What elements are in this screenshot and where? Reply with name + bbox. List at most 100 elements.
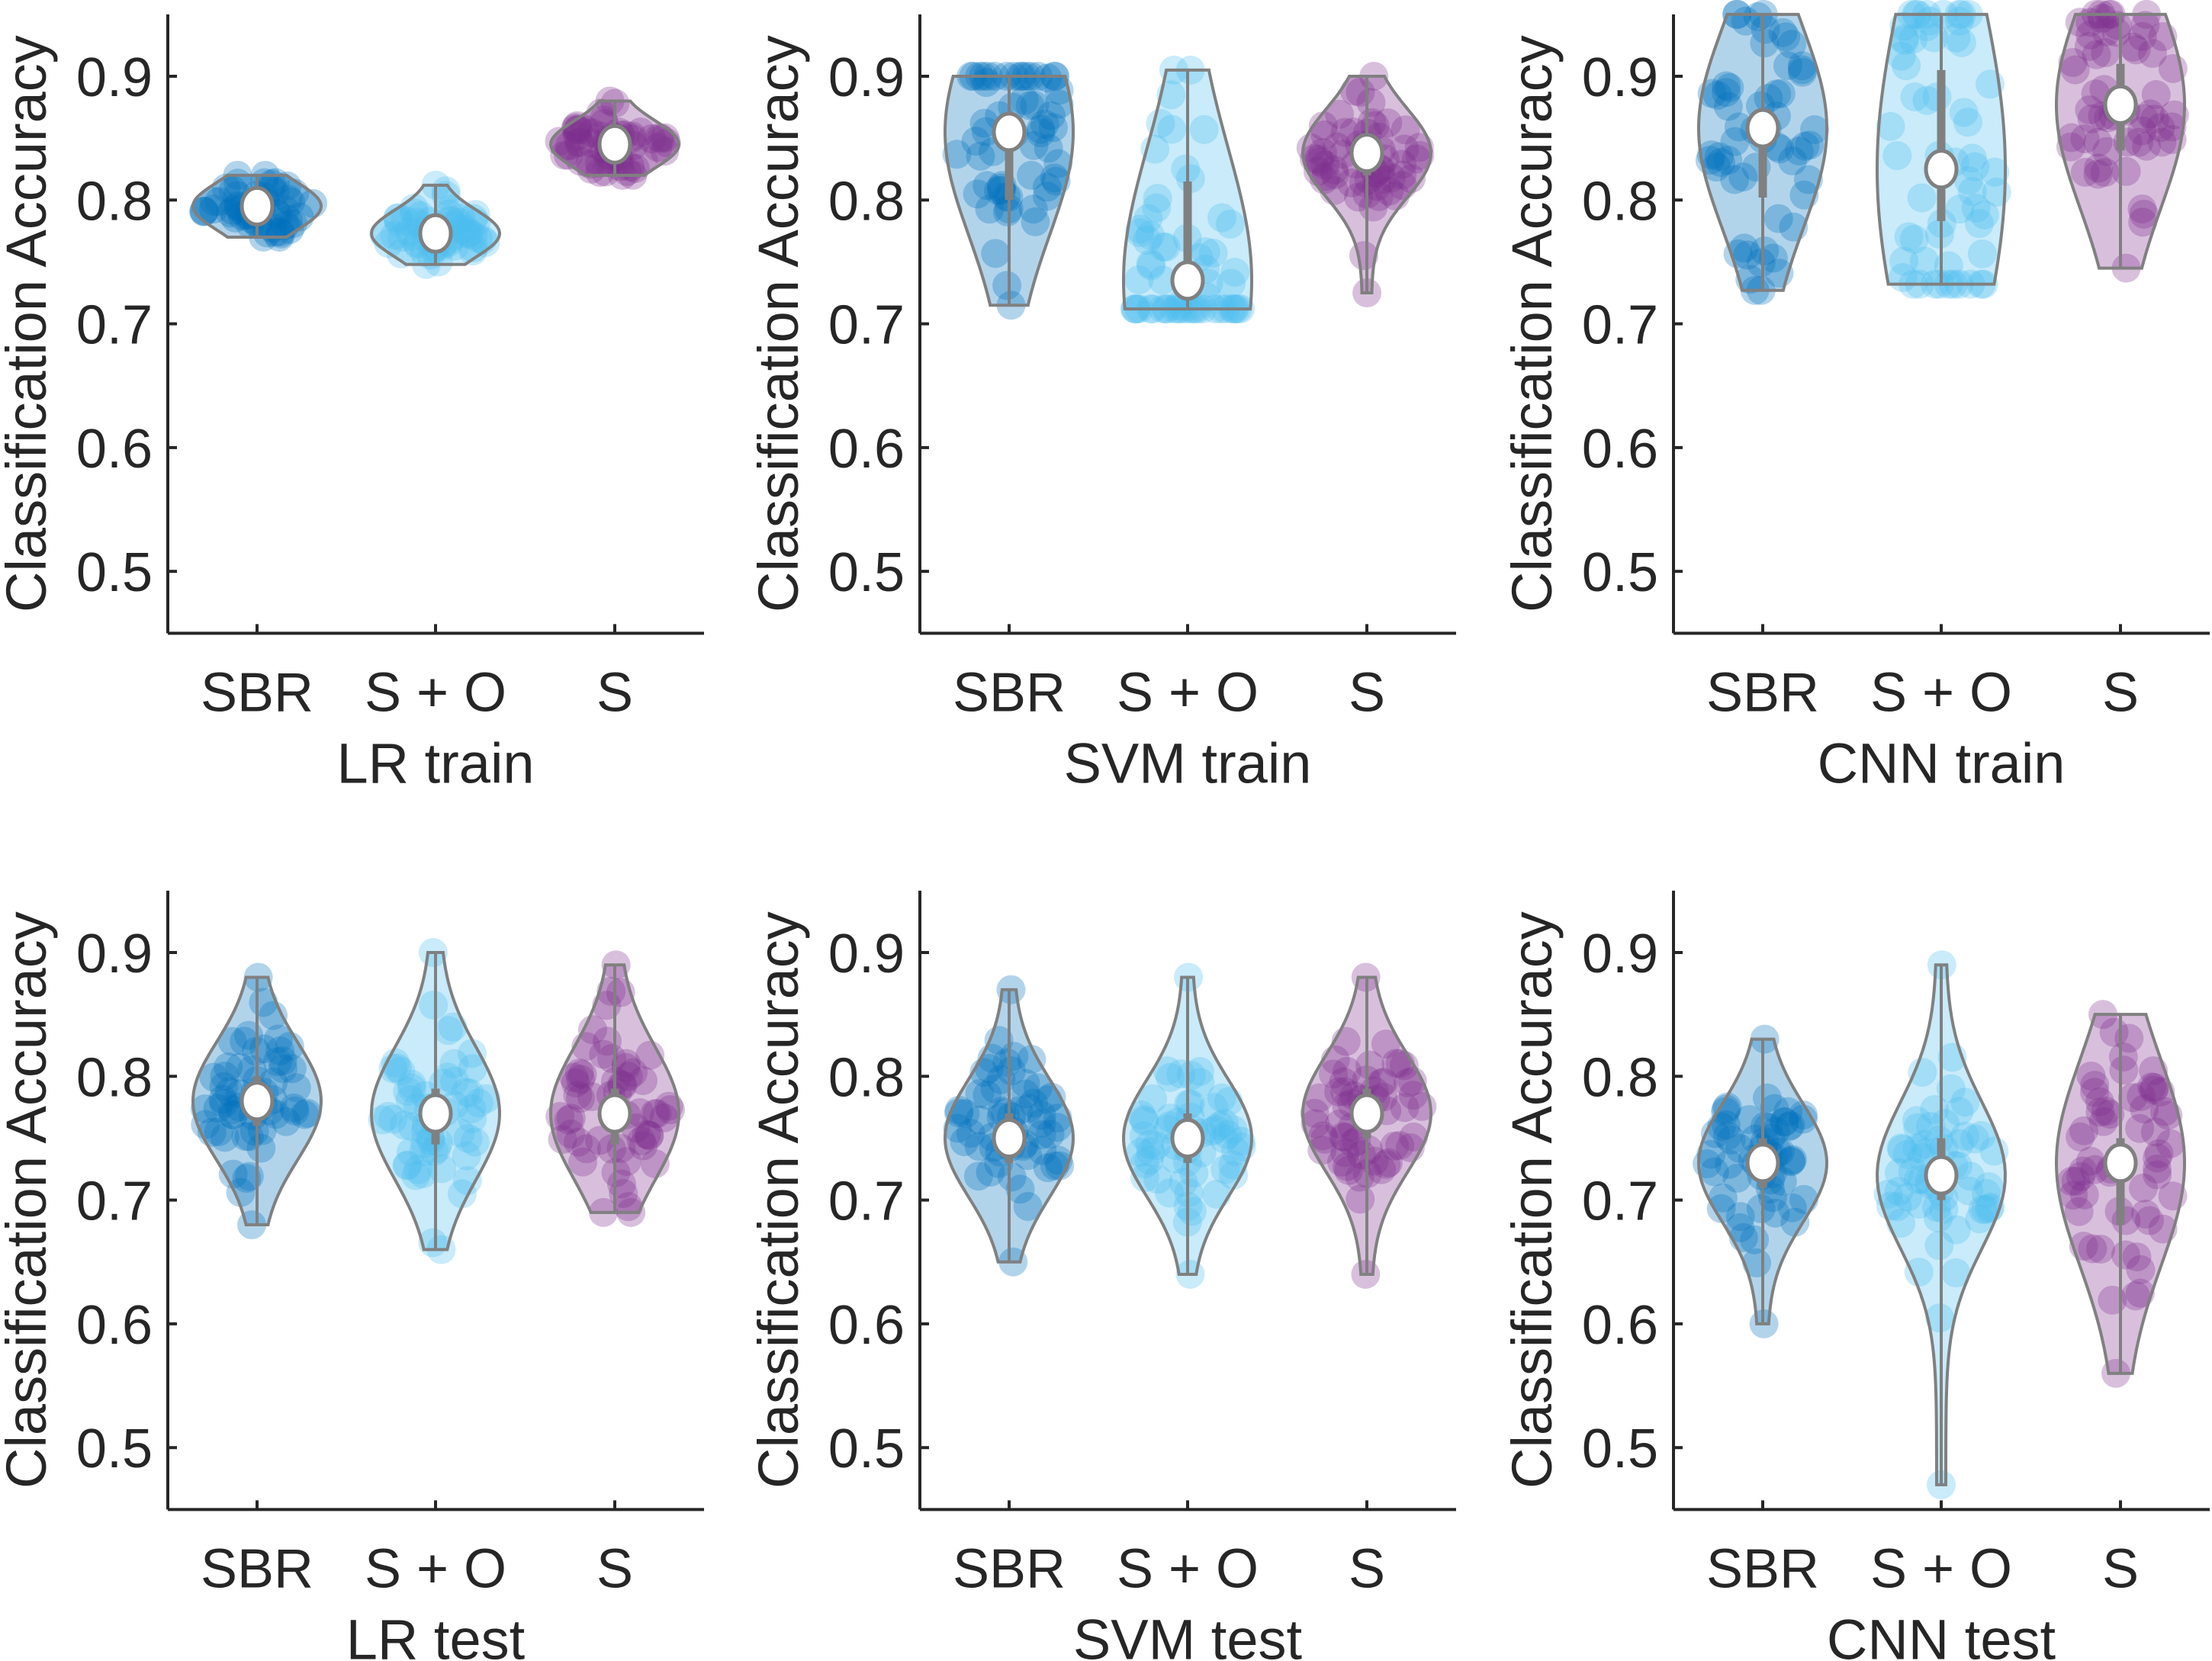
data-point: [2134, 1206, 2164, 1235]
data-point: [980, 1074, 1010, 1104]
data-point: [1354, 1135, 1384, 1165]
y-axis-label: Classification Accuracy: [747, 35, 810, 612]
data-point: [1137, 251, 1166, 281]
data-point: [1199, 1093, 1229, 1123]
y-tick-label: 0.9: [1582, 924, 1658, 985]
median-marker: [992, 1117, 1027, 1158]
data-point: [432, 1062, 462, 1092]
data-point: [1924, 1231, 1954, 1261]
y-tick-label: 0.9: [828, 924, 905, 985]
data-point: [2156, 1129, 2185, 1158]
data-point: [2069, 1180, 2099, 1210]
data-point: [2140, 104, 2169, 134]
data-point: [1218, 1115, 1248, 1145]
data-point: [1368, 165, 1397, 194]
data-point: [1777, 1193, 1807, 1222]
data-point: [2085, 1087, 2114, 1116]
data-point: [1966, 1120, 1996, 1150]
data-point: [2137, 1072, 2167, 1102]
x-axis-label: SVM test: [1073, 1608, 1303, 1661]
data-point: [1019, 1088, 1049, 1118]
y-tick-label: 0.6: [828, 419, 905, 480]
data-point: [265, 1036, 295, 1065]
data-point: [455, 1078, 484, 1108]
y-tick-label: 0.6: [1582, 419, 1658, 480]
violin-group: [2055, 0, 2189, 283]
data-point: [464, 223, 494, 253]
data-point: [471, 228, 500, 258]
data-point: [1760, 1116, 1790, 1146]
data-point: [1364, 182, 1394, 211]
y-tick-label: 0.7: [1582, 295, 1658, 356]
data-point: [231, 1122, 261, 1152]
data-point: [1708, 1183, 1738, 1213]
data-point: [649, 1103, 679, 1132]
data-point: [1760, 1198, 1790, 1228]
data-point: [232, 1164, 262, 1194]
data-point: [1960, 152, 1990, 182]
data-point: [964, 1132, 994, 1161]
data-point: [1953, 165, 1983, 195]
data-point: [225, 1052, 255, 1082]
data-point: [1777, 30, 1807, 59]
data-point: [635, 1121, 664, 1151]
data-point: [1198, 1116, 1227, 1146]
data-point: [1043, 1113, 1072, 1142]
data-point: [2132, 131, 2162, 161]
data-point: [1326, 1147, 1356, 1177]
x-tick-label: S: [1349, 662, 1385, 723]
y-axis-label: Classification Accuracy: [747, 911, 810, 1489]
data-point: [950, 1127, 979, 1157]
data-point: [551, 131, 581, 161]
data-point: [387, 223, 417, 252]
data-point: [218, 1100, 248, 1129]
x-tick-label: SBR: [201, 662, 313, 723]
data-point: [273, 205, 303, 235]
data-point: [1135, 220, 1165, 250]
data-point: [1904, 1258, 1934, 1287]
data-point: [1141, 1131, 1171, 1161]
data-point: [2064, 1197, 2094, 1226]
data-point: [1715, 1149, 1744, 1179]
data-point: [565, 127, 595, 157]
data-point: [1130, 1163, 1160, 1193]
data-point: [1215, 209, 1245, 239]
data-point: [550, 140, 580, 170]
data-point: [999, 1042, 1029, 1071]
data-point: [1961, 194, 1991, 223]
data-point: [1191, 237, 1220, 267]
data-point: [567, 1059, 597, 1089]
data-point: [1777, 1145, 1807, 1174]
violin-group: [1695, 0, 1829, 305]
data-point: [973, 171, 1002, 201]
data-point: [1898, 1157, 1927, 1187]
data-point: [2076, 1061, 2106, 1091]
data-point: [553, 140, 583, 170]
data-point: [1713, 92, 1743, 121]
data-point: [556, 1120, 586, 1149]
data-point: [380, 220, 410, 250]
data-point: [198, 194, 228, 224]
data-point: [2130, 1094, 2159, 1124]
data-point: [2143, 1160, 2172, 1190]
data-point: [1034, 133, 1063, 163]
data-point: [1027, 1100, 1056, 1130]
data-point: [2125, 1113, 2155, 1143]
data-point: [2129, 199, 2159, 229]
data-point: [1763, 204, 1793, 233]
data-point: [1373, 108, 1403, 138]
data-point: [1040, 163, 1069, 193]
data-point: [1903, 1113, 1933, 1142]
data-point: [1776, 1146, 1805, 1176]
data-point: [2061, 1166, 2091, 1196]
data-point: [1143, 1165, 1173, 1194]
data-point: [1330, 1138, 1360, 1168]
data-point: [451, 1078, 481, 1107]
data-point: [1902, 1106, 1931, 1136]
data-point: [1027, 1136, 1057, 1165]
data-point: [408, 1159, 438, 1189]
data-point: [1325, 99, 1355, 129]
data-point: [961, 127, 991, 156]
data-point: [1304, 1083, 1334, 1113]
